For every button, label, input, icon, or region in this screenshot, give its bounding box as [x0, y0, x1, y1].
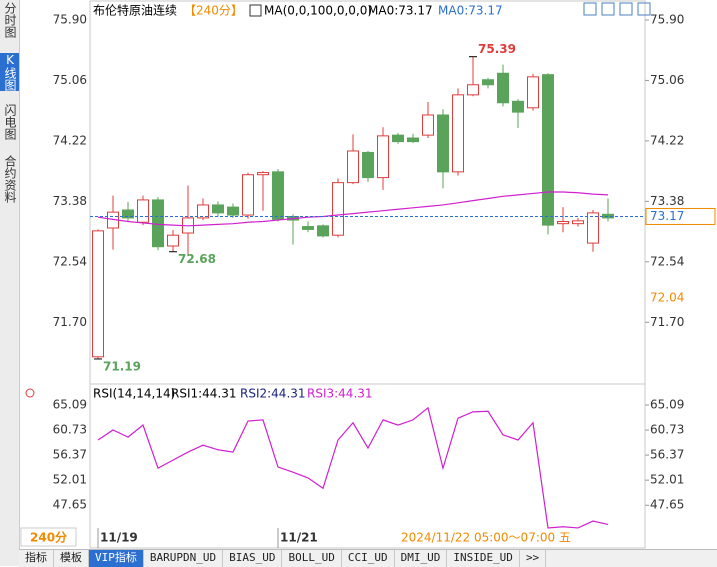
y-tick-label: 65.09 — [650, 398, 684, 412]
y-tick-label: 75.06 — [53, 73, 87, 87]
y-tick-label: 75.90 — [650, 12, 684, 26]
ma-value: MA0:73.17 — [368, 4, 433, 18]
candle-body — [467, 84, 479, 96]
line-series — [97, 191, 609, 227]
y-tick-label: 56.37 — [53, 448, 87, 462]
y-tick-label: 73.38 — [650, 194, 684, 208]
y-tick-label: 75.06 — [650, 73, 684, 87]
y-tick-label: 74.22 — [53, 133, 87, 147]
bottom-tab[interactable]: 指标 — [19, 550, 54, 567]
bottom-tab[interactable]: VIP指标 — [89, 550, 144, 567]
x-tick-label: 11/21 — [280, 531, 318, 545]
ma-indicator: MA(0,0,100,0,0,0) — [264, 4, 372, 18]
y-tick-label: 60.73 — [650, 423, 684, 437]
y-tick-label: 75.90 — [53, 12, 87, 26]
bottom-tab[interactable]: BOLL_UD — [282, 550, 342, 567]
line-series — [97, 406, 609, 529]
candle-body — [362, 151, 374, 179]
candle-body — [347, 150, 359, 184]
bottom-tab[interactable]: 模板 — [54, 550, 89, 567]
rsi2: RSI2:44.31 — [240, 387, 306, 401]
rsi3: RSI3:44.31 — [307, 387, 373, 401]
candle-body — [167, 234, 179, 247]
annotation: 71.19 — [103, 359, 141, 373]
candle-body — [377, 135, 389, 179]
toolbar-icons[interactable] — [583, 2, 651, 16]
candle-body — [542, 74, 554, 226]
sidebar-tab[interactable]: K线图 — [0, 53, 19, 91]
candle-body — [332, 182, 344, 236]
candle-body — [152, 199, 164, 248]
annotation: 75.39 — [478, 42, 516, 56]
y-tick-label: 47.65 — [650, 498, 684, 512]
candle-body — [452, 94, 464, 173]
candle-body — [302, 226, 314, 230]
y-tick-label: 56.37 — [650, 448, 684, 462]
instrument: 布伦特原油连续 — [93, 3, 177, 18]
sidebar: 分时图 K线图闪电图合约资料 — [0, 0, 20, 566]
settings-icon[interactable] — [25, 388, 35, 398]
y-tick-label: 71.70 — [650, 315, 684, 329]
ma-icon[interactable] — [249, 4, 262, 17]
candle-body — [92, 230, 104, 358]
marker-label: 72.04 — [650, 290, 684, 304]
candle-body — [497, 72, 509, 104]
candle-body — [212, 204, 224, 214]
rsi-indicator: RSI(14,14,14) — [93, 387, 175, 401]
candle-body — [407, 137, 419, 143]
ma-value: MA0:73.17 — [438, 4, 503, 18]
plot-frame — [89, 0, 646, 549]
candle-body — [437, 114, 449, 173]
sidebar-tab[interactable]: 合约资料 — [3, 155, 17, 203]
x-tick-label: 11/19 — [100, 531, 138, 545]
bottom-tab[interactable]: >> — [520, 550, 547, 567]
rsi1: RSI1:44.31 — [171, 387, 237, 401]
candle-body — [527, 76, 539, 109]
sidebar-tab[interactable]: 闪电图 — [3, 104, 17, 140]
y-tick-label: 52.01 — [650, 473, 684, 487]
y-tick-label: 72.54 — [53, 254, 87, 268]
candle-body — [587, 212, 599, 244]
period-box-label: 240分 — [30, 530, 67, 545]
candle-body — [422, 114, 434, 136]
candle-body — [392, 134, 404, 143]
y-tick-label: 73.38 — [53, 194, 87, 208]
bottom-tab[interactable]: BARUPDN_UD — [144, 550, 224, 567]
y-tick-label: 47.65 — [53, 498, 87, 512]
y-tick-label: 74.22 — [650, 133, 684, 147]
candle-body — [197, 204, 209, 219]
bottom-tab[interactable]: INSIDE_UD — [447, 550, 520, 567]
sidebar-tab[interactable]: 分时图 — [3, 2, 17, 38]
last-price-label: 73.17 — [650, 209, 684, 223]
last-price-box — [645, 207, 716, 225]
candle-body — [482, 79, 494, 86]
candle-body — [137, 199, 149, 223]
y-tick-label: 72.54 — [650, 254, 684, 268]
period: 【240分】 — [184, 4, 243, 18]
candle-body — [557, 221, 569, 225]
y-tick-label: 52.01 — [53, 473, 87, 487]
y-tick-label: 60.73 — [53, 423, 87, 437]
candle-body — [317, 225, 329, 237]
bottom-tab[interactable]: BIAS_UD — [223, 550, 283, 567]
candle-body — [512, 100, 524, 113]
bottom-tab[interactable]: CCI_UD — [342, 550, 395, 567]
bottom-tab[interactable]: DMI_UD — [395, 550, 448, 567]
y-tick-label: 65.09 — [53, 398, 87, 412]
period-box[interactable] — [20, 527, 77, 547]
y-tick-label: 71.70 — [53, 315, 87, 329]
annotation: 72.68 — [178, 252, 216, 266]
cursor-label: 2024/11/22 05:00～07:00 五 — [401, 531, 571, 545]
candle-body — [257, 172, 269, 176]
candle-body — [122, 209, 134, 219]
candle-body — [272, 171, 284, 220]
candle-body — [572, 220, 584, 225]
bottom-tabs: 指标 模板 VIP指标 BARUPDN_UD BIAS_UD BOLL_UD CCI_UD D… — [19, 549, 717, 567]
candle-body — [227, 206, 239, 216]
candle-body — [242, 174, 254, 216]
